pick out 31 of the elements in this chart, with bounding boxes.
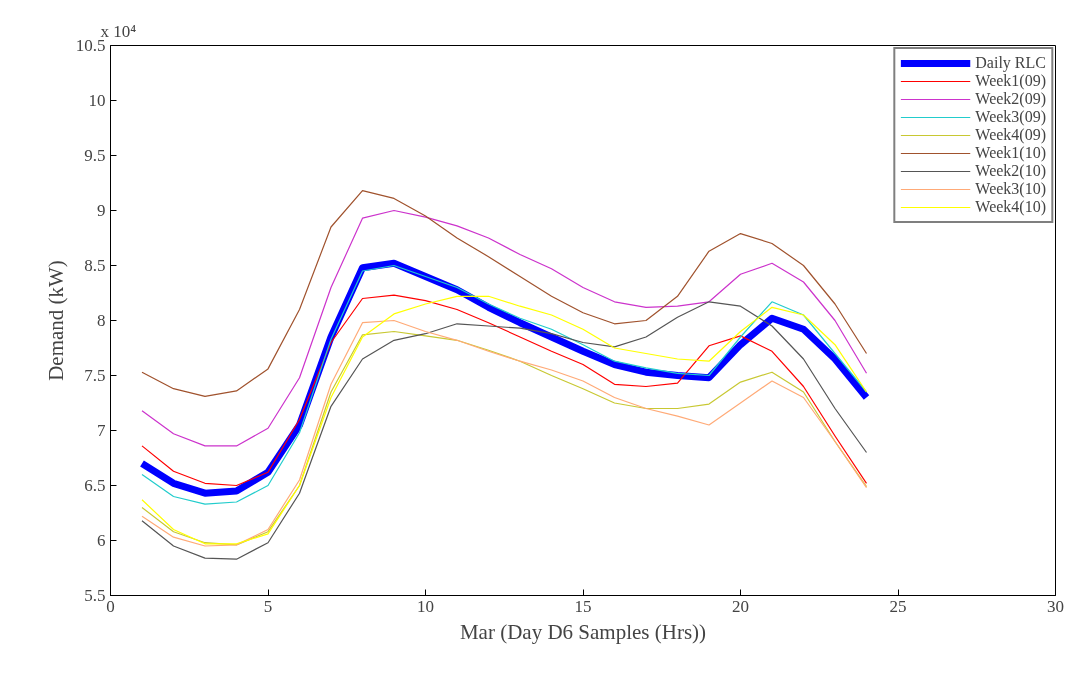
y-tick-label: 9.5 [84,146,106,165]
legend-label: Week2(09) [975,90,1046,108]
y-tick-label: 6 [97,531,106,550]
x-axis-title: Mar (Day D6 Samples (Hrs)) [459,619,707,644]
x-tick-label: 0 [106,596,115,616]
legend-label: Week3(10) [975,180,1046,198]
y-tick-label: 7 [97,421,106,440]
legend-label: Week4(09) [975,126,1046,144]
y-tick-label: 8 [97,311,106,330]
x-tick-label: 25 [889,596,907,616]
line-series [141,209,868,447]
x-tick-label: 10 [417,596,434,616]
line-series [141,294,868,487]
legend-label: Week1(10) [975,144,1046,162]
x-tick-label: 15 [574,596,592,616]
legend-label: Week2(10) [975,162,1046,180]
x-tick-label: 5 [263,596,273,616]
legend-label: Daily RLC [975,54,1046,72]
y-tick-label: 7.5 [84,366,106,385]
x-tick-label: 20 [732,596,749,616]
y-axis-title: Demand (kW) [43,260,68,381]
legend-label: Week4(10) [975,198,1046,216]
y-tick-label: 6.5 [84,476,106,495]
y-tick-label: 8.5 [84,256,106,275]
line-series [141,190,868,397]
y-tick-label: 5.5 [84,586,106,605]
y-tick-label: 9 [97,201,106,220]
legend-label: Week1(09) [975,72,1046,90]
legend-label: Week3(09) [975,108,1046,126]
y-tick-label: 10 [88,91,106,110]
x-tick-label: 30 [1047,596,1064,616]
